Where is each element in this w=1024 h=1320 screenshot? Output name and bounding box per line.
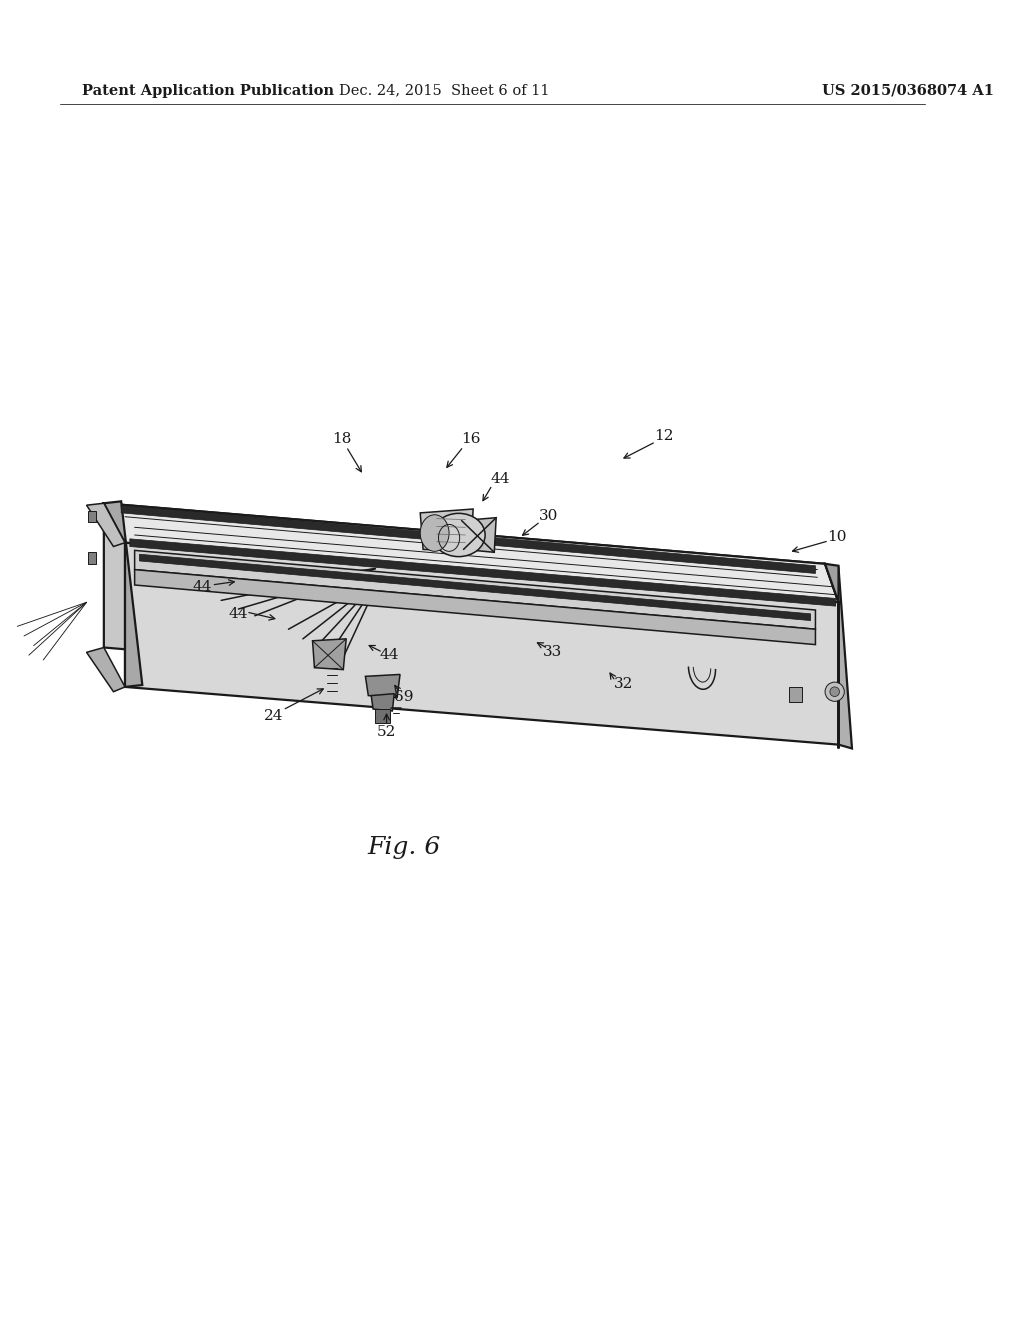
Bar [375, 709, 390, 722]
Bar [788, 686, 802, 702]
Text: 33: 33 [544, 645, 562, 659]
Polygon shape [825, 564, 852, 748]
Bar [88, 552, 96, 564]
Text: 30: 30 [539, 508, 558, 523]
Text: 44: 44 [228, 607, 248, 620]
Text: 44: 44 [380, 648, 399, 663]
Text: Fig. 6: Fig. 6 [368, 836, 440, 859]
Polygon shape [371, 693, 394, 711]
Polygon shape [134, 550, 815, 630]
Polygon shape [134, 570, 815, 644]
Text: 16: 16 [462, 432, 481, 446]
Polygon shape [825, 564, 839, 748]
Text: US 2015/0368074 A1: US 2015/0368074 A1 [822, 83, 994, 98]
Polygon shape [420, 510, 473, 552]
Polygon shape [121, 506, 815, 573]
Ellipse shape [432, 513, 485, 557]
Text: 18: 18 [332, 432, 351, 446]
Bar [88, 511, 96, 523]
Polygon shape [103, 503, 839, 602]
Polygon shape [139, 554, 811, 620]
Text: 44: 44 [193, 579, 212, 594]
Circle shape [825, 682, 845, 701]
Polygon shape [312, 639, 346, 669]
Text: 24: 24 [264, 709, 284, 723]
Polygon shape [103, 502, 142, 686]
Text: 10: 10 [826, 529, 847, 544]
Text: Dec. 24, 2015  Sheet 6 of 11: Dec. 24, 2015 Sheet 6 of 11 [339, 83, 550, 98]
Text: 69: 69 [394, 689, 414, 704]
Polygon shape [87, 503, 125, 546]
Polygon shape [462, 517, 497, 552]
Ellipse shape [420, 515, 450, 552]
Text: 52: 52 [377, 725, 396, 739]
Polygon shape [125, 543, 839, 744]
Polygon shape [130, 539, 836, 606]
Text: 12: 12 [653, 429, 673, 444]
Polygon shape [87, 648, 125, 692]
Polygon shape [103, 503, 825, 708]
Text: 32: 32 [613, 677, 633, 692]
Text: 44: 44 [490, 473, 510, 486]
Circle shape [829, 686, 840, 697]
Polygon shape [366, 675, 400, 697]
Text: Patent Application Publication: Patent Application Publication [82, 83, 334, 98]
